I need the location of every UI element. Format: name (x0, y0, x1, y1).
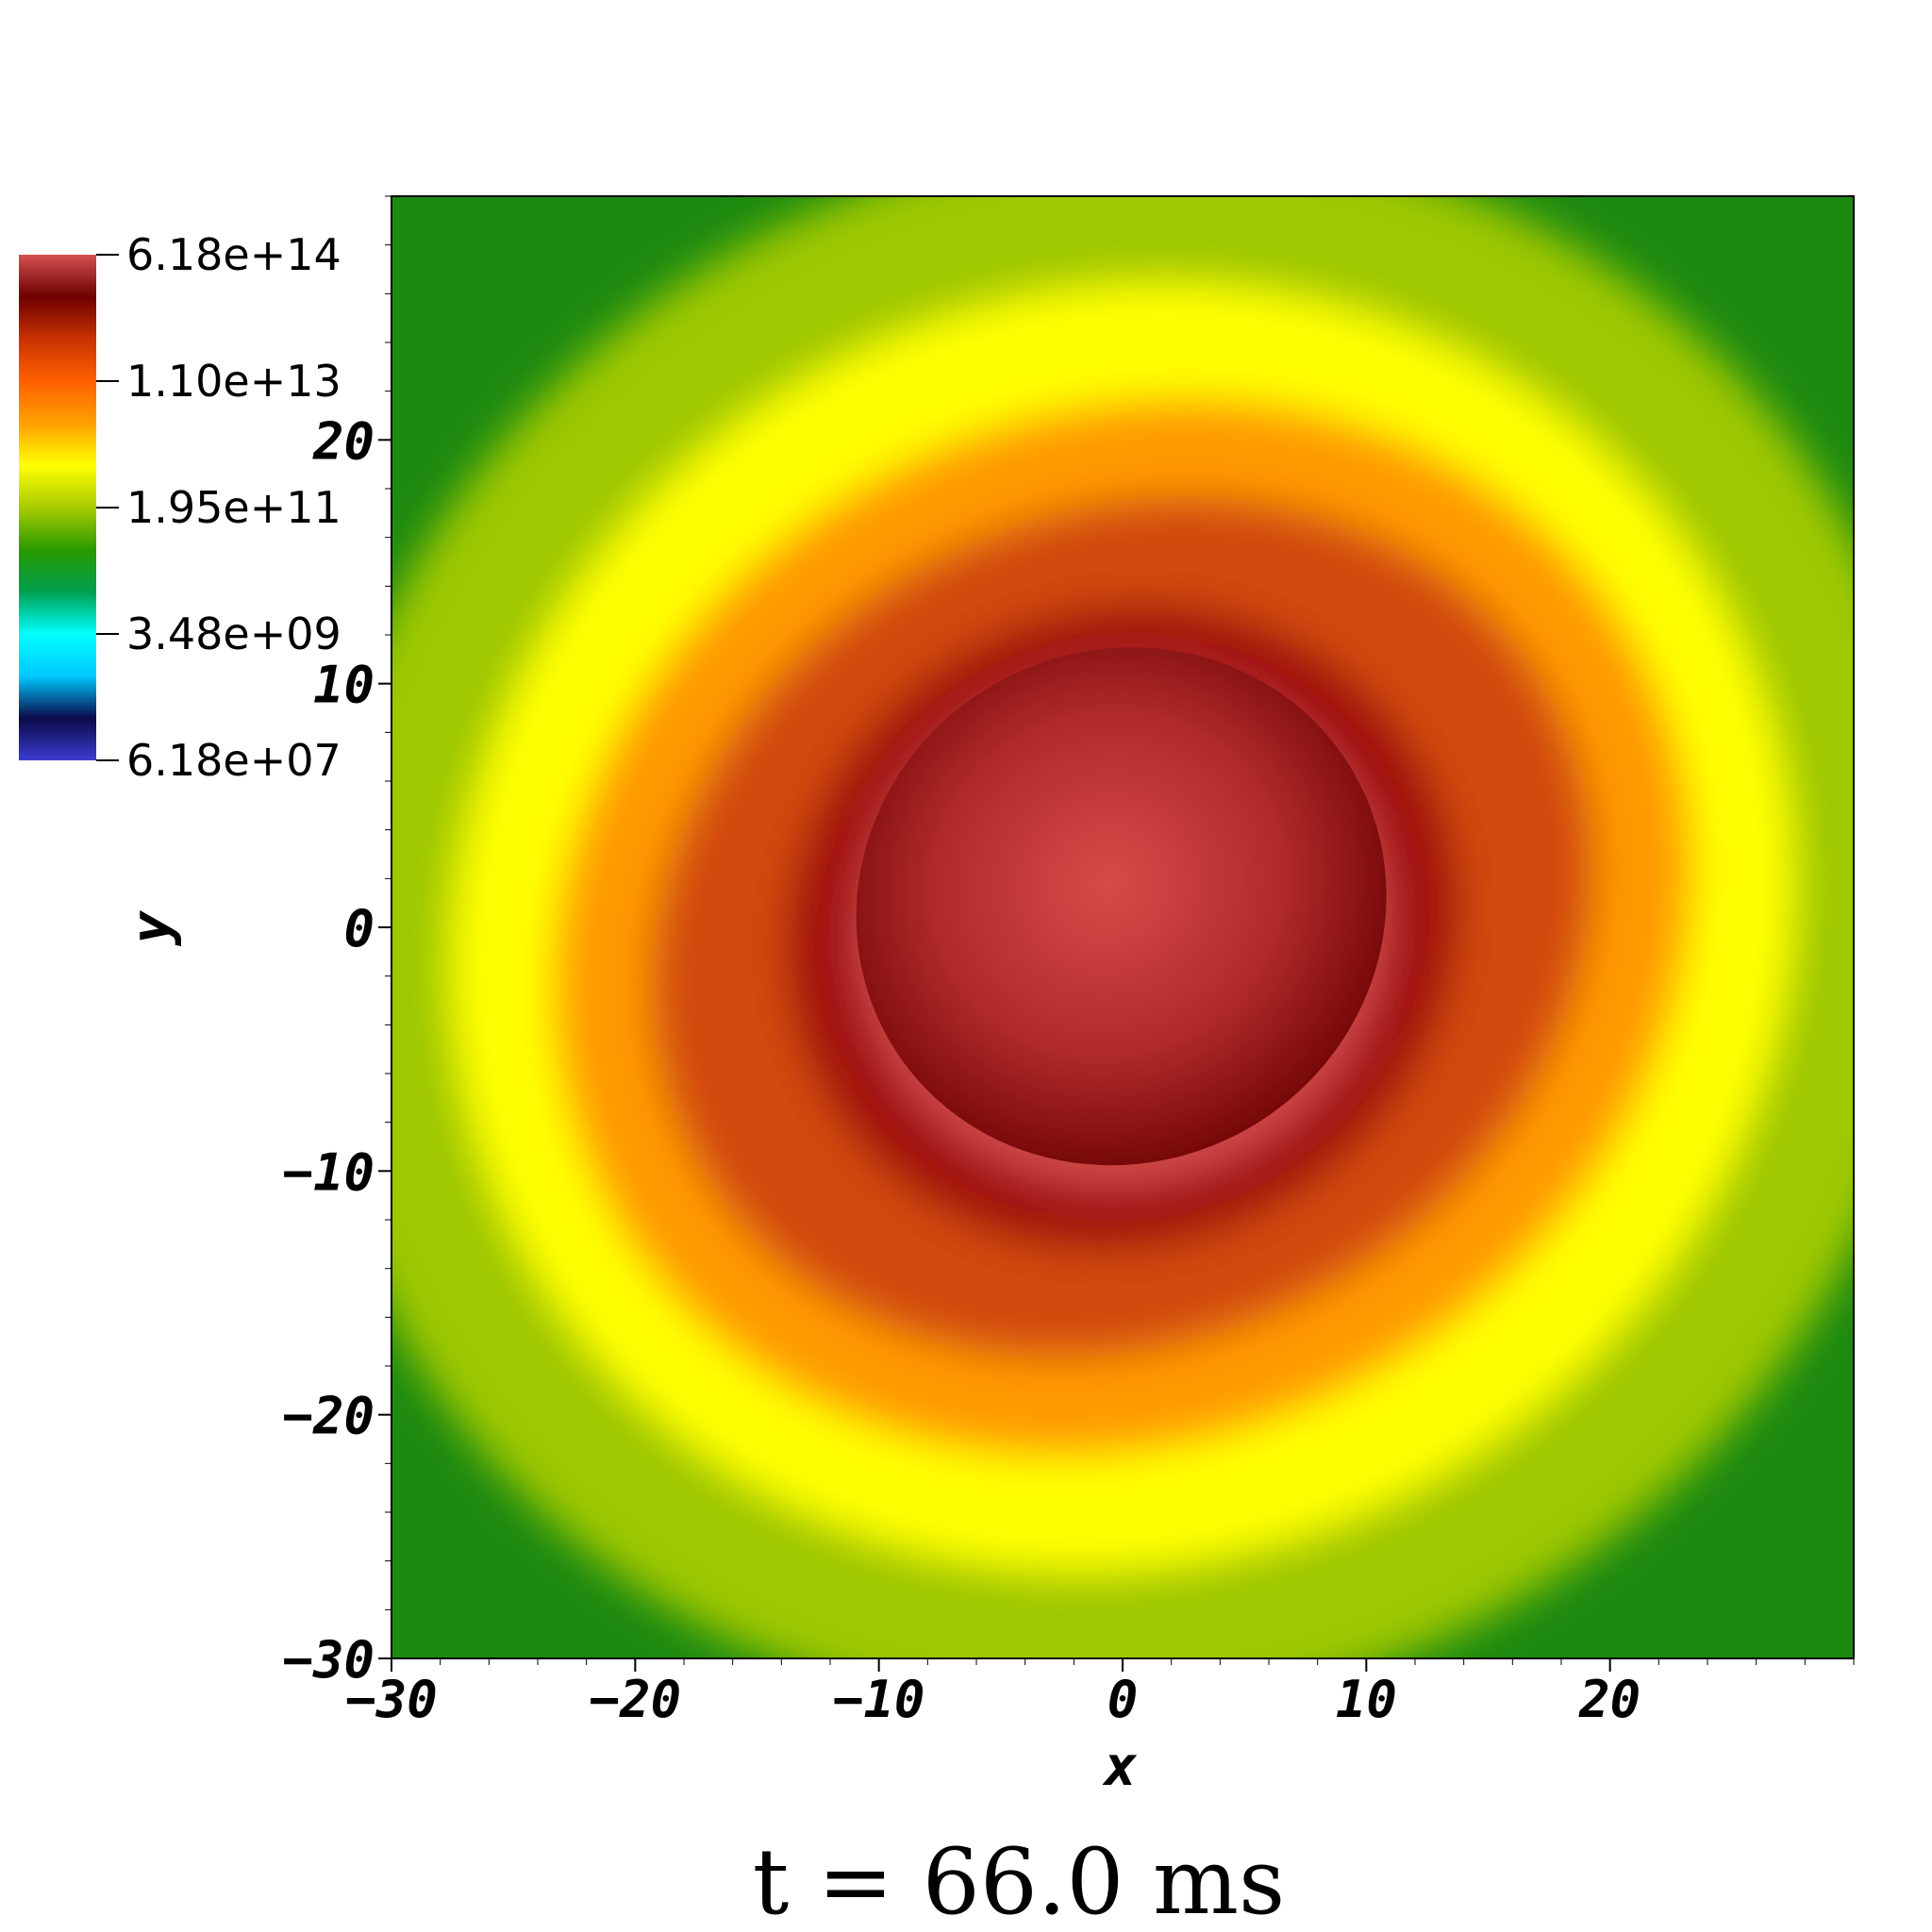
y-tick-label: 0 (343, 899, 375, 958)
y-tick-label: −30 (282, 1630, 375, 1690)
time-caption: t = 66.0 ms (753, 1829, 1286, 1932)
colorbar-ticks: 6.18e+14 1.10e+13 1.95e+11 3.48e+09 6.18e+07 (96, 229, 341, 786)
plot-area (391, 196, 1854, 1658)
colorbar-tick-label: 1.10e+13 (126, 356, 341, 407)
density-core (856, 647, 1387, 1166)
x-tick-label: −30 (345, 1670, 438, 1729)
colorbar-tick-label: 6.18e+07 (126, 735, 341, 786)
y-axis: −30 −20 −10 0 10 20 (282, 195, 391, 1690)
density-core-mark (856, 647, 1387, 1166)
y-tick-label: 10 (313, 656, 375, 715)
x-tick-label: −10 (833, 1670, 925, 1729)
x-tick-label: −20 (590, 1670, 682, 1729)
x-axis-label: x (1102, 1734, 1138, 1798)
x-tick-label: 20 (1578, 1670, 1641, 1729)
x-axis: −30 −20 −10 0 10 20 (345, 1658, 1855, 1729)
x-tick-label: 10 (1336, 1670, 1397, 1729)
x-tick-label: 0 (1108, 1670, 1139, 1729)
y-tick-label: −10 (282, 1142, 375, 1202)
y-tick-label: −20 (282, 1387, 375, 1446)
colorbar-gradient (19, 255, 96, 760)
colorbar: 6.18e+14 1.10e+13 1.95e+11 3.48e+09 6.18e+07 (19, 229, 341, 786)
colorbar-tick-label: 6.18e+14 (126, 229, 341, 280)
colorbar-tick-label: 1.95e+11 (126, 482, 341, 533)
y-axis-label: y (119, 909, 183, 946)
colorbar-tick-label: 3.48e+09 (126, 608, 341, 659)
y-tick-label: 20 (312, 411, 375, 471)
